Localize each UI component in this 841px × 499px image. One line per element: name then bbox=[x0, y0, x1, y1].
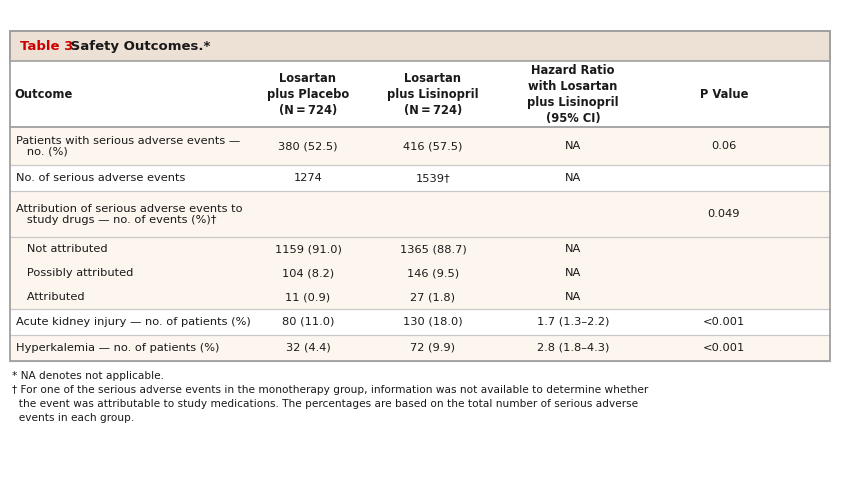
Bar bbox=[10, 237, 830, 261]
Text: Outcome: Outcome bbox=[14, 87, 72, 100]
Text: Losartan
plus Placebo
(N = 724): Losartan plus Placebo (N = 724) bbox=[267, 71, 349, 116]
Bar bbox=[10, 191, 830, 237]
Text: 1365 (88.7): 1365 (88.7) bbox=[399, 244, 467, 254]
Text: NA: NA bbox=[565, 244, 581, 254]
Text: events in each group.: events in each group. bbox=[12, 413, 135, 423]
Text: 0.06: 0.06 bbox=[711, 141, 737, 151]
Text: 0.049: 0.049 bbox=[708, 209, 740, 219]
Text: Not attributed: Not attributed bbox=[16, 244, 108, 254]
Text: no. (%): no. (%) bbox=[16, 147, 68, 157]
Text: 104 (8.2): 104 (8.2) bbox=[282, 268, 334, 278]
Bar bbox=[10, 285, 830, 309]
Text: 27 (1.8): 27 (1.8) bbox=[410, 292, 456, 302]
Text: Attribution of serious adverse events to: Attribution of serious adverse events to bbox=[16, 204, 242, 214]
Text: Table 3.: Table 3. bbox=[20, 39, 78, 52]
Text: Acute kidney injury — no. of patients (%): Acute kidney injury — no. of patients (%… bbox=[16, 317, 251, 327]
Bar bbox=[10, 335, 830, 361]
Text: 1539†: 1539† bbox=[415, 173, 451, 183]
Bar bbox=[10, 31, 830, 61]
Text: 1.7 (1.3–2.2): 1.7 (1.3–2.2) bbox=[537, 317, 609, 327]
Bar bbox=[10, 127, 830, 165]
Bar bbox=[10, 31, 830, 361]
Bar bbox=[10, 309, 830, 335]
Text: 1159 (91.0): 1159 (91.0) bbox=[274, 244, 341, 254]
Text: Safety Outcomes.*: Safety Outcomes.* bbox=[66, 39, 210, 52]
Text: NA: NA bbox=[565, 173, 581, 183]
Text: † For one of the serious adverse events in the monotherapy group, information wa: † For one of the serious adverse events … bbox=[12, 385, 648, 395]
Text: * NA denotes not applicable.: * NA denotes not applicable. bbox=[12, 371, 164, 381]
Text: P Value: P Value bbox=[700, 87, 748, 100]
Text: 2.8 (1.8–4.3): 2.8 (1.8–4.3) bbox=[537, 343, 609, 353]
Bar bbox=[10, 31, 830, 61]
Text: <0.001: <0.001 bbox=[703, 317, 745, 327]
Text: 11 (0.9): 11 (0.9) bbox=[285, 292, 331, 302]
Text: the event was attributable to study medications. The percentages are based on th: the event was attributable to study medi… bbox=[12, 399, 638, 409]
Text: NA: NA bbox=[565, 141, 581, 151]
Text: 380 (52.5): 380 (52.5) bbox=[278, 141, 338, 151]
Text: Attributed: Attributed bbox=[16, 292, 85, 302]
Text: No. of serious adverse events: No. of serious adverse events bbox=[16, 173, 185, 183]
Text: 146 (9.5): 146 (9.5) bbox=[407, 268, 459, 278]
Text: 32 (4.4): 32 (4.4) bbox=[286, 343, 331, 353]
Bar bbox=[10, 165, 830, 191]
Text: 130 (18.0): 130 (18.0) bbox=[403, 317, 463, 327]
Text: Patients with serious adverse events —: Patients with serious adverse events — bbox=[16, 136, 241, 146]
Text: Hazard Ratio
with Losartan
plus Lisinopril
(95% CI): Hazard Ratio with Losartan plus Lisinopr… bbox=[527, 63, 619, 124]
Text: Losartan
plus Lisinopril
(N = 724): Losartan plus Lisinopril (N = 724) bbox=[387, 71, 479, 116]
Text: Hyperkalemia — no. of patients (%): Hyperkalemia — no. of patients (%) bbox=[16, 343, 220, 353]
Bar bbox=[10, 61, 830, 127]
Text: study drugs — no. of events (%)†: study drugs — no. of events (%)† bbox=[16, 215, 216, 225]
Text: NA: NA bbox=[565, 292, 581, 302]
Text: NA: NA bbox=[565, 268, 581, 278]
Text: 72 (9.9): 72 (9.9) bbox=[410, 343, 456, 353]
Text: 80 (11.0): 80 (11.0) bbox=[282, 317, 334, 327]
Text: Possibly attributed: Possibly attributed bbox=[16, 268, 134, 278]
Text: 1274: 1274 bbox=[294, 173, 322, 183]
Text: <0.001: <0.001 bbox=[703, 343, 745, 353]
Text: 416 (57.5): 416 (57.5) bbox=[404, 141, 463, 151]
Bar bbox=[10, 261, 830, 285]
